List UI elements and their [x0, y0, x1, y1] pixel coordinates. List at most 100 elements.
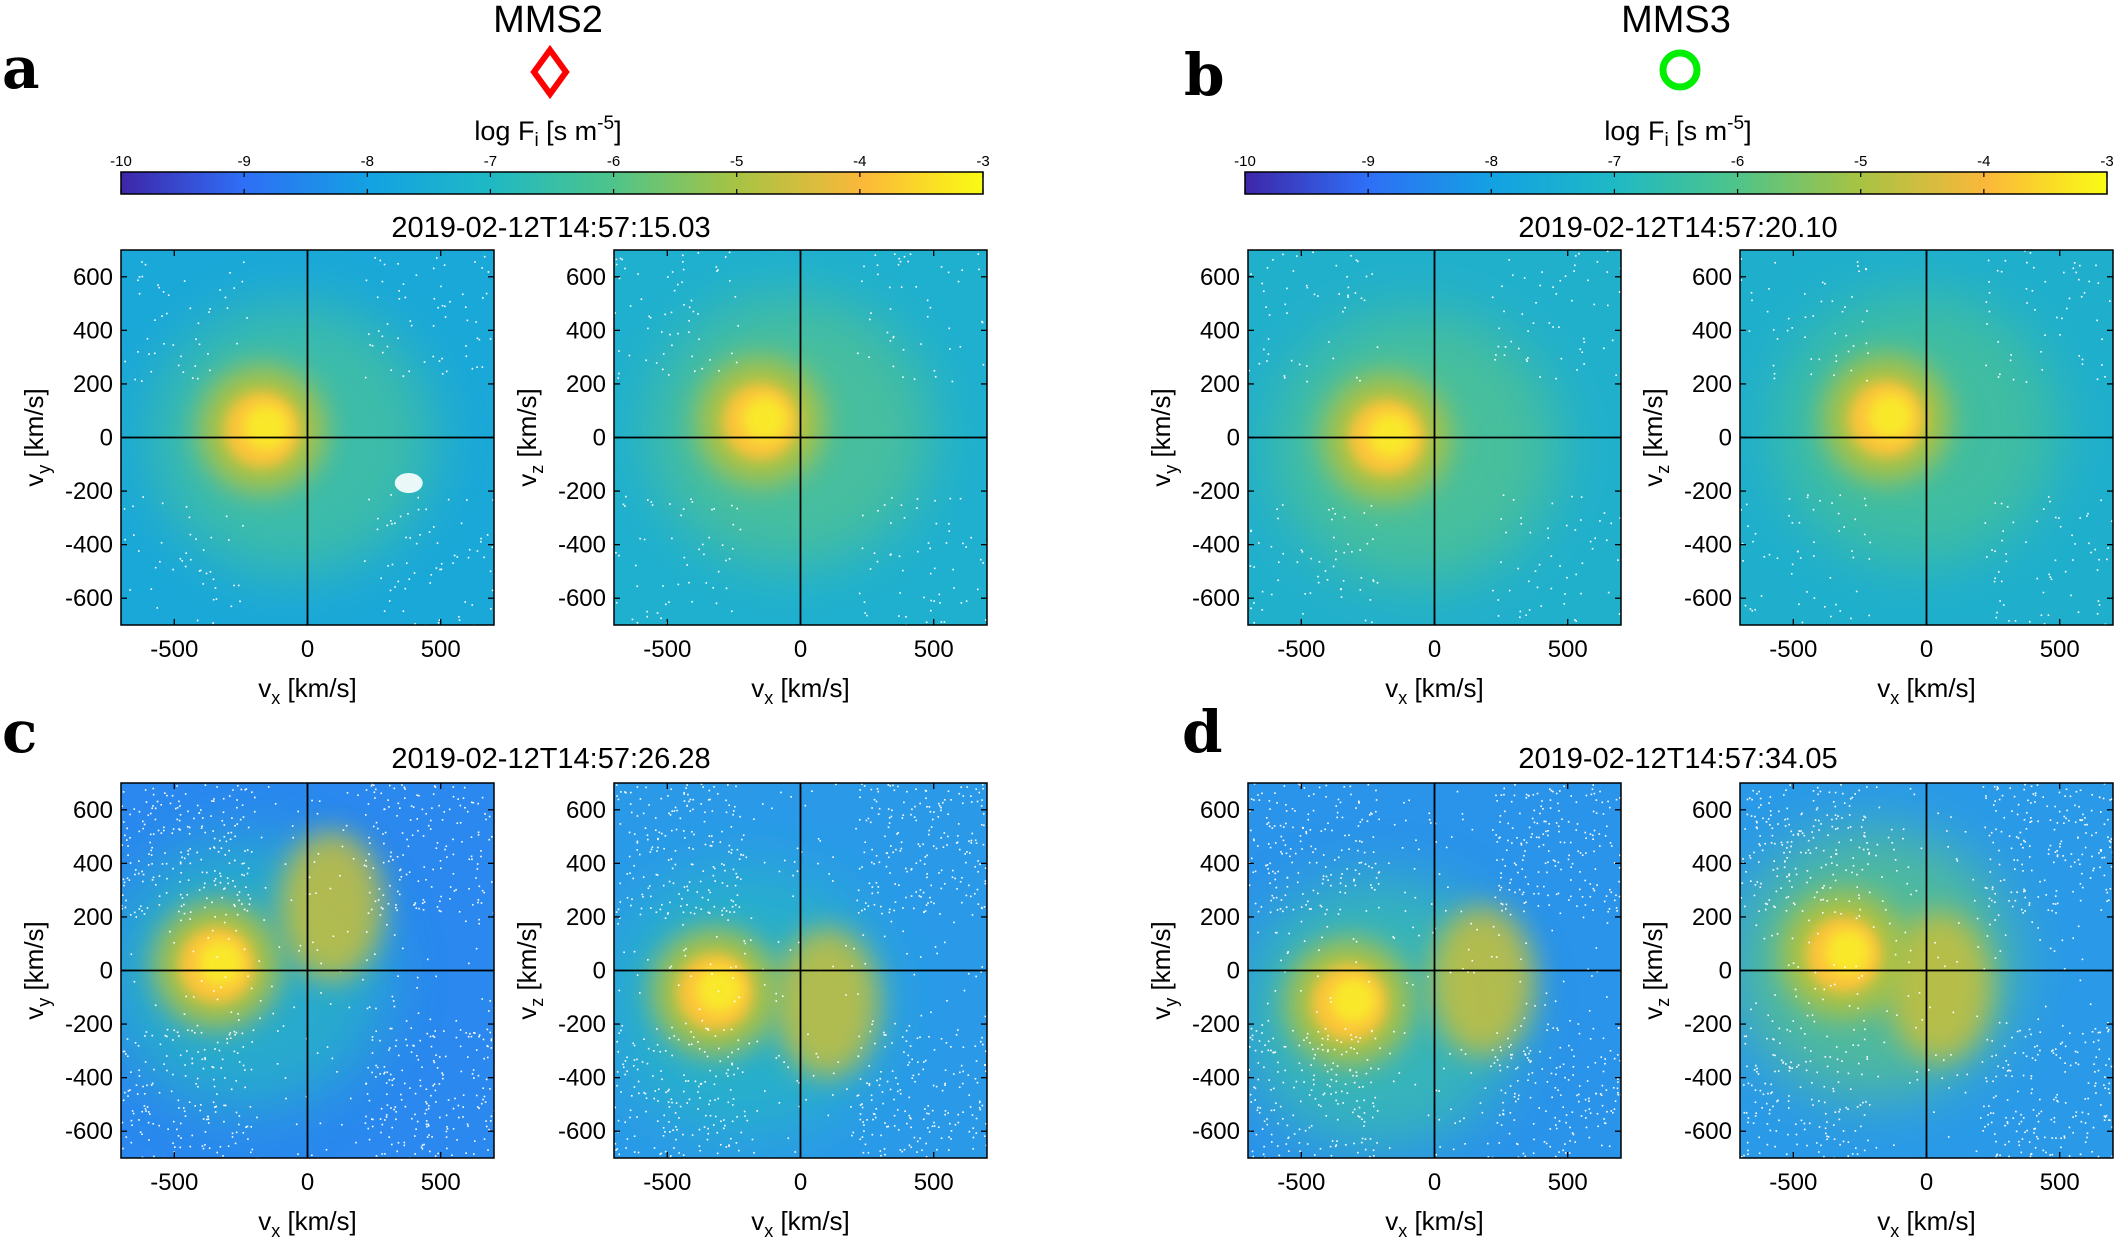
y-tick-label: -600	[1684, 585, 1732, 612]
plot-c-vx-vz: -500 0 500 -600 -400 -200 0 200 400 600 vx [km/s] v…	[512, 782, 988, 1241]
y-tick-label: -200	[1192, 478, 1240, 505]
y-tick-label: 0	[1719, 425, 1732, 452]
y-tick-label: 400	[1200, 317, 1240, 344]
plot-a-vx-vy: -500 0 500 -600 -400 -200 0 200 400 600 vx [km/s] v…	[19, 249, 495, 708]
plot-d-vx-vy: -500 0 500 -600 -400 -200 0 200 400 600 vx [km/s] v…	[1146, 782, 1622, 1241]
green-circle-marker-icon	[1659, 49, 1701, 91]
y-tick-label: 600	[73, 797, 113, 824]
y-axis-label: vz [km/s]	[1638, 388, 1673, 487]
y-tick-label: 600	[1692, 797, 1732, 824]
colorbar-tick-label: -9	[237, 153, 250, 170]
y-tick-label: -600	[65, 585, 113, 612]
y-tick-label: -600	[1684, 1118, 1732, 1145]
colorbar-tick-label: -7	[1608, 153, 1621, 170]
y-tick-label: 200	[1200, 371, 1240, 398]
x-tick-label: 500	[1548, 636, 1588, 663]
y-tick-label: -600	[558, 1118, 606, 1145]
x-tick-label: -500	[150, 636, 198, 663]
colorbar-tick-label: -3	[976, 153, 989, 170]
colorbar-label-a: log Fi [s m-5]	[474, 113, 621, 151]
x-axis-label: vx [km/s]	[1877, 673, 1976, 708]
y-tick-label: 400	[1692, 317, 1732, 344]
x-tick-label: 0	[1428, 1169, 1441, 1196]
plot-d-vx-vz: -500 0 500 -600 -400 -200 0 200 400 600 vx [km/s] v…	[1638, 782, 2114, 1241]
colorbar-gradient	[120, 171, 984, 195]
heatmap-peak-core	[1330, 978, 1376, 1024]
spacecraft-label-mms2: MMS2	[493, 0, 603, 41]
y-tick-label: 200	[73, 904, 113, 931]
x-tick-label: 500	[2040, 1169, 2080, 1196]
y-tick-label: -400	[1192, 532, 1240, 559]
heatmap-secondary-peak	[279, 831, 384, 982]
y-tick-label: -200	[1684, 478, 1732, 505]
y-tick-label: 0	[100, 958, 113, 985]
x-tick-label: -500	[1277, 636, 1325, 663]
x-tick-label: 500	[2040, 636, 2080, 663]
y-tick-label: 400	[566, 850, 606, 877]
y-tick-label: -400	[558, 532, 606, 559]
heatmap-peak-core	[696, 967, 742, 1013]
y-tick-label: -200	[65, 1011, 113, 1038]
panel-letter-b: b	[1184, 41, 1225, 109]
x-tick-label: 500	[421, 1169, 461, 1196]
timestamp-a: 2019-02-12T14:57:15.03	[391, 212, 710, 244]
x-axis-label: vx [km/s]	[1877, 1206, 1976, 1241]
heatmap-white-gap	[394, 473, 423, 494]
colorbar-label-b: log Fi [s m-5]	[1604, 113, 1751, 151]
y-tick-label: 200	[1692, 904, 1732, 931]
y-tick-label: -400	[65, 532, 113, 559]
x-tick-label: 0	[1920, 1169, 1933, 1196]
panel-letter-a: a	[2, 34, 40, 102]
timestamp-b: 2019-02-12T14:57:20.10	[1518, 212, 1837, 244]
x-tick-label: 0	[301, 1169, 314, 1196]
y-axis-label: vz [km/s]	[512, 388, 547, 487]
x-tick-label: -500	[643, 1169, 691, 1196]
y-axis-label: vy [km/s]	[19, 388, 54, 487]
y-tick-label: 400	[73, 850, 113, 877]
x-tick-label: -500	[1769, 1169, 1817, 1196]
colorbar-tick-label: -6	[607, 153, 620, 170]
y-tick-label: -400	[65, 1065, 113, 1092]
heatmap-data-gaps	[614, 251, 987, 625]
x-tick-label: 0	[301, 636, 314, 663]
heatmap-peak-core	[198, 940, 244, 986]
x-tick-label: -500	[1277, 1169, 1325, 1196]
y-tick-label: 600	[1200, 797, 1240, 824]
x-tick-label: 500	[421, 636, 461, 663]
heatmap-peak-core	[1825, 929, 1871, 975]
colorbar-tick-label: -4	[853, 153, 866, 170]
x-tick-label: 0	[1428, 636, 1441, 663]
heatmap-data-gaps	[614, 783, 987, 1158]
colorbar-tick-label: -4	[1977, 153, 1990, 170]
y-axis-label: vy [km/s]	[19, 921, 54, 1020]
y-tick-label: 200	[566, 904, 606, 931]
y-tick-label: -400	[1684, 1065, 1732, 1092]
y-tick-label: -400	[1192, 1065, 1240, 1092]
colorbar-tick-label: -10	[1234, 153, 1256, 170]
y-tick-label: 0	[100, 425, 113, 452]
x-axis-label: vx [km/s]	[258, 673, 357, 708]
timestamp-c: 2019-02-12T14:57:26.28	[391, 743, 710, 775]
heatmap-data-gaps	[1740, 783, 2113, 1158]
y-tick-label: -200	[558, 478, 606, 505]
x-tick-label: 0	[1920, 636, 1933, 663]
x-tick-label: -500	[1769, 636, 1817, 663]
y-tick-label: 0	[1227, 425, 1240, 452]
x-tick-label: -500	[643, 636, 691, 663]
colorbar-tick-label: -9	[1361, 153, 1374, 170]
heatmap-secondary-peak	[1887, 911, 1993, 1062]
colorbar-tick-label: -5	[1854, 153, 1867, 170]
plot-a-vx-vz: -500 0 500 -600 -400 -200 0 200 400 600 vx [km/s] v…	[512, 249, 988, 708]
y-tick-label: -600	[558, 585, 606, 612]
colorbar-tick-label: -8	[1485, 153, 1498, 170]
x-axis-label: vx [km/s]	[1385, 673, 1484, 708]
heatmap-data-gaps	[123, 255, 494, 625]
heatmap-peak-core	[742, 396, 787, 442]
colorbar-a: -10 -9 -8 -7 -6 -5 -4 -3	[110, 153, 990, 195]
y-tick-label: 200	[1692, 371, 1732, 398]
y-axis-label: vz [km/s]	[1638, 921, 1673, 1020]
y-tick-label: 400	[1200, 850, 1240, 877]
colorbar-b: -10 -9 -8 -7 -6 -5 -4 -3	[1234, 153, 2114, 195]
y-tick-label: -400	[1684, 532, 1732, 559]
